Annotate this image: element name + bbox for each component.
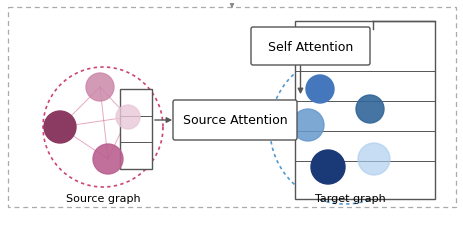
Circle shape [291,109,323,141]
Circle shape [116,106,140,129]
Text: Source Attention: Source Attention [182,114,287,127]
Bar [294,22,434,199]
Circle shape [355,95,383,123]
Circle shape [310,150,344,184]
Bar [8,8,455,207]
Circle shape [86,74,114,101]
FancyBboxPatch shape [250,28,369,66]
Circle shape [305,76,333,104]
Circle shape [357,143,389,175]
Text: Source graph: Source graph [66,193,140,203]
Circle shape [93,144,123,174]
FancyBboxPatch shape [173,101,296,140]
Circle shape [44,112,76,143]
Text: Target graph: Target graph [314,193,385,203]
Text: Self Attention: Self Attention [267,40,352,53]
Bar [120,90,152,169]
